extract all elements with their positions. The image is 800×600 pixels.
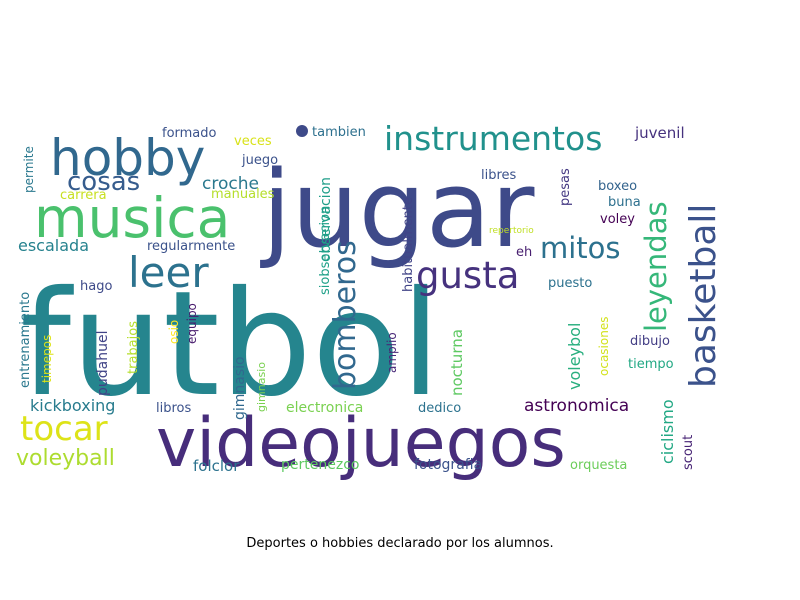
word-timepos: timepos [40,335,54,383]
word-ciclismo: ciclismo [658,399,677,464]
word-tocar: tocar [20,409,108,449]
word-dot-mark [296,125,308,137]
word-fotografia: fotografia [414,457,482,473]
word-buna: buna [608,195,641,210]
word-cosas: cosas [67,167,140,197]
word-carrera: carrera [60,188,107,203]
word-pesas: pesas [558,168,573,206]
word-tambien: tambien [312,125,366,140]
word-voleybol: voleybol [565,323,584,390]
word-pudahuel: pudahuel [95,331,111,396]
word-pertenezco: pertenezco [281,457,359,473]
word-amplio: amplio [385,332,399,373]
word-jugar: jugar [260,148,535,271]
word-videojuegos: videojuegos [156,404,566,483]
word-voleyball: voleyball [16,446,115,471]
word-bomberos: bomberos [328,240,363,390]
word-libros: libros [156,401,191,416]
word-equipo: equipo [185,303,199,344]
word-dedico: dedico [418,401,461,416]
word-hobby: hobby [50,129,205,187]
word-veces: veces [234,134,272,149]
word-futbol: futbol [20,260,441,429]
word-gusta: gusta [416,254,519,297]
word-permite: permite [22,146,36,193]
word-regularmente: regularmente [147,239,235,254]
word-gimnasio: gimnasio [232,356,248,420]
word-tiempo: tiempo [628,357,674,372]
word-croche: croche [202,174,259,194]
word-puesto: puesto [548,276,592,291]
word-electronica: electronica [286,400,363,416]
word-orquesta: orquesta [570,458,627,473]
word-leyendas: leyendas [639,201,673,332]
word-leer: leer [128,248,209,297]
word-trabajos: trabajos [126,321,141,374]
word-nocturna: nocturna [448,329,466,396]
word-entrenamiento: entrenamiento [18,292,33,388]
word-observacion: observacion [318,177,334,262]
word-astronomica: astronomica [524,396,629,416]
word-voley: voley [600,212,635,227]
word-scout: scout [681,435,696,470]
word-escalada: escalada [18,236,89,255]
word-habitualmente: habitualmente [401,197,416,292]
word-hago: hago [80,279,112,294]
word-siobservacion: siobservacion [318,206,333,295]
word-repertorio: repertorio [489,226,534,236]
word-formado: formado [162,126,217,141]
word-kickboxing: kickboxing [30,396,115,415]
word-manuales: manuales [211,187,275,202]
word-musica: musica [34,186,230,250]
word-juego: juego [241,153,278,168]
word-dibujo: dibujo [630,334,670,349]
word-eh: eh [516,245,532,260]
figure-caption: Deportes o hobbies declarado por los alu… [246,536,554,551]
word-folclor: folclor [193,457,240,475]
word-basketball: basketball [683,204,724,388]
word-libres: libres [481,168,517,183]
word-osio: osio [167,320,181,344]
word-mitos: mitos [540,231,621,265]
word-juvenil: juvenil [634,124,685,142]
word-gimnasio-2: gimnasio [255,362,268,412]
word-instrumentos: instrumentos [384,119,602,158]
word-boxeo: boxeo [598,179,637,194]
word-ocasiones: ocasiones [597,317,611,376]
